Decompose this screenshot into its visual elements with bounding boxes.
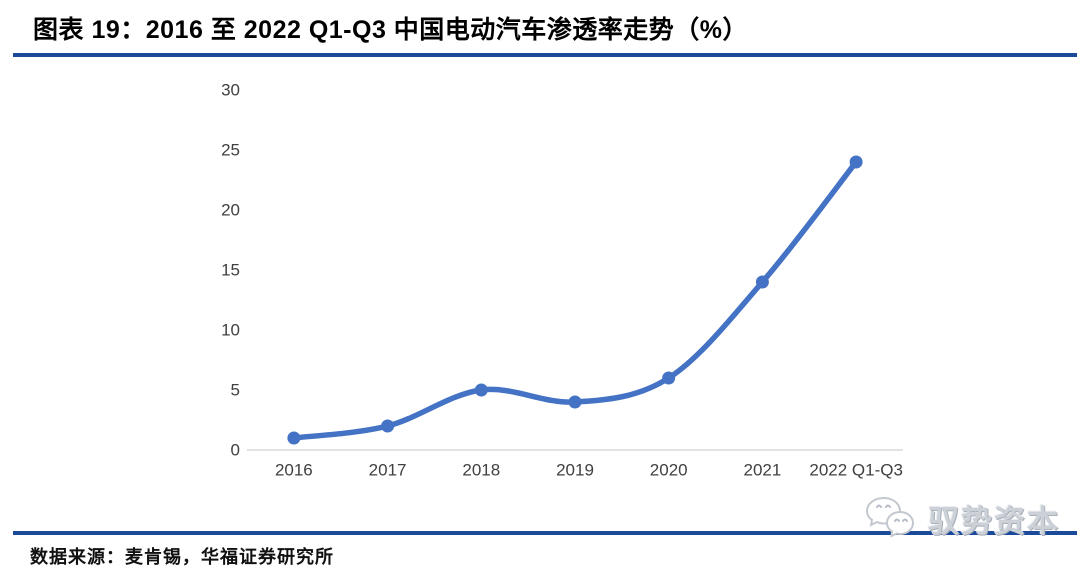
y-axis-tick-label: 10 — [221, 321, 240, 340]
data-point-marker — [849, 155, 863, 169]
x-axis-tick-label: 2017 — [369, 461, 407, 480]
title-rule — [13, 53, 1077, 57]
line-chart: 0 5 10 15 20 25 30 2016 2017 2018 2019 2020 2021 2022… — [221, 81, 903, 480]
brand-watermark-text: 驭势资本 — [928, 503, 1060, 539]
y-axis-tick-label: 5 — [231, 381, 240, 400]
x-axis-tick-label: 2021 — [744, 461, 782, 480]
footer-rule — [13, 531, 1077, 535]
data-point-marker — [474, 383, 488, 397]
x-axis-tick-label: 2022 Q1-Q3 — [809, 461, 903, 480]
y-axis-tick-label: 25 — [221, 141, 240, 160]
y-axis-tick-label: 20 — [221, 201, 240, 220]
x-axis-tick-label: 2016 — [275, 461, 313, 480]
x-axis-tick-label: 2020 — [650, 461, 688, 480]
y-axis-tick-label: 30 — [221, 81, 240, 100]
y-axis-tick-label: 15 — [221, 261, 240, 280]
data-point-marker — [662, 371, 676, 385]
x-axis-tick-label: 2019 — [556, 461, 594, 480]
wechat-bubbles-icon — [865, 496, 915, 538]
figure-title: 图表 19：2016 至 2022 Q1-Q3 中国电动汽车渗透率走势（%） — [33, 16, 749, 44]
data-point-marker — [381, 419, 395, 433]
y-axis-tick-label: 0 — [231, 441, 240, 460]
source-note: 数据来源：麦肯锡，华福证券研究所 — [30, 547, 334, 567]
data-point-marker — [287, 431, 301, 445]
brand-watermark: 驭势资本 — [864, 495, 1060, 541]
data-point-marker — [568, 395, 582, 409]
data-point-marker — [755, 275, 769, 289]
x-axis-tick-label: 2018 — [462, 461, 500, 480]
